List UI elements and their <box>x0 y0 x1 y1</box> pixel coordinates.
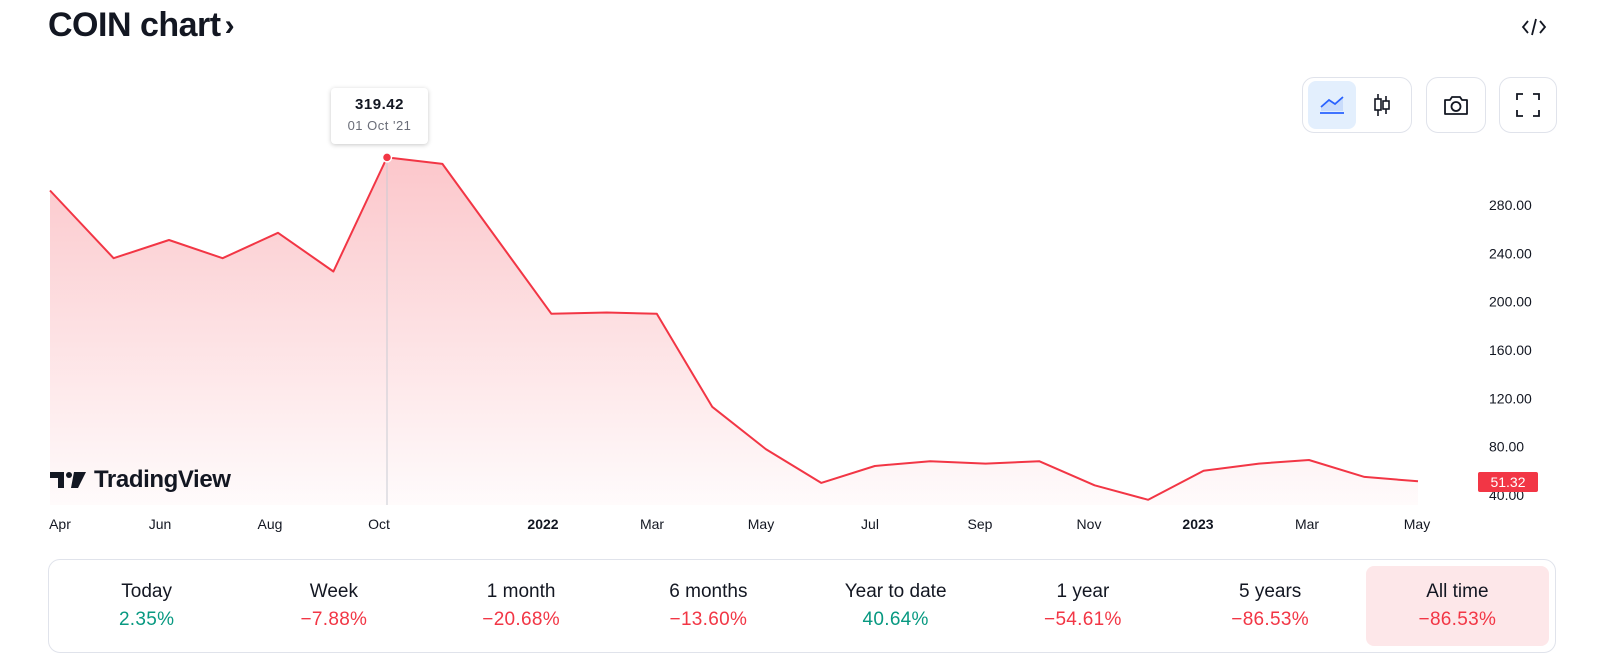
x-axis: Apr Jun Aug Oct 2022 Mar May Jul Sep Nov 2023 Mar Ma… <box>49 516 1430 532</box>
x-tick-label: Oct <box>368 516 390 532</box>
period-change: −86.53% <box>1231 609 1309 630</box>
embed-code-button[interactable] <box>1514 10 1554 44</box>
camera-icon <box>1444 96 1468 115</box>
x-tick-label: 2023 <box>1182 516 1213 532</box>
period-change: −7.88% <box>300 609 368 630</box>
x-tick-label: Mar <box>640 516 664 532</box>
period-label: Year to date <box>844 581 947 602</box>
x-tick-label: May <box>748 516 774 532</box>
period-button[interactable]: All time −86.53% <box>1365 566 1549 646</box>
period-button[interactable]: 6 months −13.60% <box>617 566 800 646</box>
x-tick-label: Apr <box>49 516 71 532</box>
y-tick-label: 160.00 <box>1489 342 1532 358</box>
area-chart-icon <box>1320 96 1344 114</box>
fullscreen-button[interactable] <box>1502 81 1554 129</box>
period-label: All time <box>1426 581 1489 602</box>
period-change: −54.61% <box>1044 609 1122 630</box>
y-tick-label: 200.00 <box>1489 294 1532 310</box>
x-tick-label: 2022 <box>527 516 558 532</box>
y-tick-label: 240.00 <box>1489 245 1532 261</box>
y-tick-label: 80.00 <box>1489 439 1524 455</box>
x-tick-label: Jul <box>861 516 879 532</box>
chart-title-link[interactable]: COIN chart › <box>48 6 235 45</box>
period-label: 1 month <box>486 581 556 602</box>
hover-point <box>381 152 393 163</box>
price-tooltip: 319.42 01 Oct '21 <box>331 88 428 144</box>
candles-icon <box>1374 94 1390 116</box>
price-chart[interactable]: 280.00240.00200.00160.00120.0080.0040.00… <box>0 60 1600 540</box>
period-change: −86.53% <box>1418 609 1497 630</box>
performance-periods: Today 2.35% Week −7.88% 1 month −20.68% 6 mont… <box>48 559 1556 653</box>
period-button[interactable]: 5 years −86.53% <box>1179 566 1362 646</box>
period-label: 6 months <box>669 581 748 602</box>
chart-type-toggle <box>1302 77 1412 133</box>
tooltip-value: 319.42 <box>355 96 404 113</box>
x-tick-label: Mar <box>1295 516 1319 532</box>
y-tick-label: 280.00 <box>1489 197 1532 213</box>
period-button[interactable]: Week −7.88% <box>242 566 425 646</box>
period-label: 1 year <box>1056 581 1110 602</box>
period-button[interactable]: Year to date 40.64% <box>804 566 987 646</box>
period-label: 5 years <box>1238 581 1302 602</box>
y-tick-label: 120.00 <box>1489 390 1532 406</box>
period-button[interactable]: 1 month −20.68% <box>430 566 613 646</box>
period-label: Week <box>309 581 358 602</box>
period-button[interactable]: Today 2.35% <box>55 566 238 646</box>
tradingview-logo-icon <box>50 472 86 488</box>
brand-name: TradingView <box>94 466 231 493</box>
price-line <box>49 156 1419 501</box>
period-change: −20.68% <box>482 609 560 630</box>
x-tick-label: Aug <box>258 516 283 532</box>
tooltip-date: 01 Oct '21 <box>347 118 412 133</box>
period-change: 40.64% <box>862 609 929 630</box>
page-title: COIN chart <box>48 6 221 44</box>
x-tick-label: Nov <box>1077 516 1102 532</box>
candles-chart-button[interactable] <box>1358 81 1406 129</box>
fullscreen-group <box>1499 77 1557 133</box>
fullscreen-icon <box>1516 93 1540 117</box>
tradingview-logo: TradingView <box>50 466 231 494</box>
x-tick-label: Sep <box>968 516 993 532</box>
period-change: 2.35% <box>118 609 175 630</box>
area-chart-button[interactable] <box>1308 81 1356 129</box>
x-tick-label: May <box>1404 516 1430 532</box>
period-label: Today <box>121 581 172 602</box>
period-change: −13.60% <box>669 609 748 630</box>
snapshot-button[interactable] <box>1430 81 1482 129</box>
x-tick-label: Jun <box>149 516 172 532</box>
period-button[interactable]: 1 year −54.61% <box>991 566 1174 646</box>
price-area <box>50 157 1418 505</box>
snapshot-group <box>1426 77 1486 133</box>
code-icon <box>1521 18 1547 36</box>
last-price-badge: 51.32 <box>1478 472 1538 492</box>
chevron-right-icon: › <box>224 8 235 42</box>
